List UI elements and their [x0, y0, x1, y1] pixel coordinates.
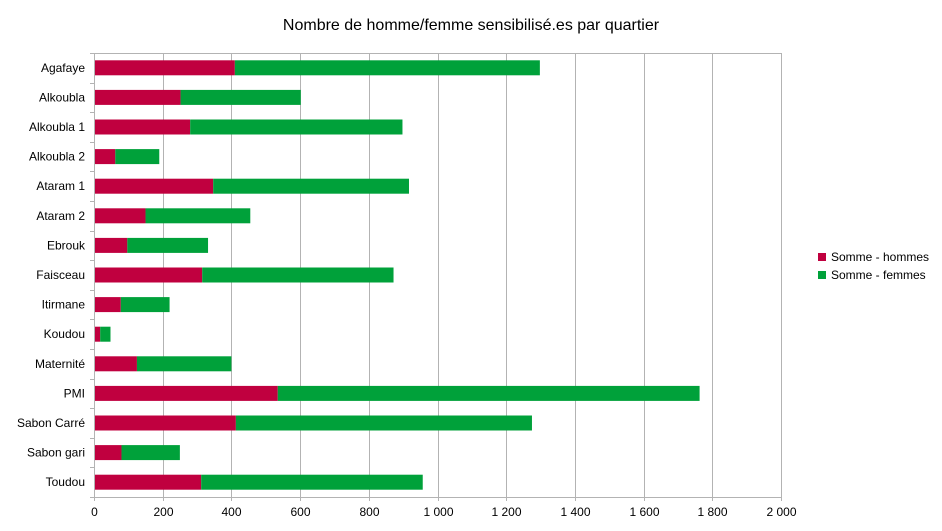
legend: Somme - hommes Somme - femmes — [818, 248, 929, 284]
bar-femmes — [234, 60, 540, 76]
bar-femmes — [121, 445, 180, 461]
x-tick-label: 400 — [221, 505, 241, 519]
bar-femmes — [180, 89, 301, 105]
x-tick-label: 1 800 — [697, 505, 727, 519]
bars — [94, 60, 700, 490]
bar-femmes — [145, 208, 251, 224]
bar-femmes — [190, 119, 403, 135]
bar-hommes — [94, 474, 202, 490]
bar-femmes — [201, 474, 423, 490]
y-category-label: Toudou — [46, 475, 85, 489]
legend-item-hommes: Somme - hommes — [818, 248, 929, 266]
y-category-label: Ebrouk — [47, 238, 86, 252]
y-category-label: Agafaye — [41, 61, 85, 75]
x-tick-label: 2 000 — [766, 505, 796, 519]
y-category-label: Ataram 2 — [36, 209, 85, 223]
y-category-label: Maternité — [35, 357, 85, 371]
legend-label-hommes: Somme - hommes — [831, 250, 930, 264]
bar-hommes — [94, 445, 122, 461]
chart-title: Nombre de homme/femme sensibilisé.es par… — [282, 17, 660, 34]
y-category-label: Sabon gari — [27, 446, 85, 460]
y-category-label: Sabon Carré — [17, 416, 85, 430]
y-category-label: Koudou — [44, 327, 85, 341]
y-category-label: Alkoubla 1 — [29, 120, 85, 134]
legend-label-femmes: Somme - femmes — [831, 268, 926, 282]
legend-item-femmes: Somme - femmes — [818, 266, 929, 284]
bar-femmes — [213, 178, 409, 194]
y-category-label: Alkoubla — [39, 90, 85, 104]
bar-hommes — [94, 208, 146, 224]
bar-femmes — [100, 326, 111, 342]
bar-hommes — [94, 178, 214, 194]
bar-hommes — [94, 385, 278, 401]
legend-swatch-hommes — [818, 253, 826, 261]
bar-hommes — [94, 326, 101, 342]
bar-femmes — [120, 297, 170, 313]
x-tick-label: 200 — [153, 505, 173, 519]
bar-hommes — [94, 356, 137, 372]
x-tick-label: 800 — [359, 505, 379, 519]
x-tick-label: 0 — [91, 505, 98, 519]
bar-femmes — [277, 385, 700, 401]
x-tick-label: 1 200 — [491, 505, 521, 519]
x-tick-label: 1 600 — [629, 505, 659, 519]
x-tick-label: 600 — [290, 505, 310, 519]
y-category-label: Faisceau — [36, 268, 85, 282]
bar-hommes — [94, 89, 181, 105]
bar-hommes — [94, 60, 235, 76]
x-tick-label: 1 400 — [560, 505, 590, 519]
bar-hommes — [94, 149, 116, 165]
bar-femmes — [115, 149, 160, 165]
y-category-label: PMI — [64, 386, 85, 400]
bar-femmes — [235, 415, 532, 431]
bar-femmes — [136, 356, 232, 372]
y-category-label: Ataram 1 — [36, 179, 85, 193]
axes: 0 200 400 600 800 1 000 1 200 1 400 1 600 1 800 2 … — [17, 53, 797, 519]
bar-hommes — [94, 237, 128, 253]
bar-hommes — [94, 297, 121, 313]
y-category-label: Itirmane — [42, 298, 86, 312]
bar-hommes — [94, 415, 236, 431]
bar-femmes — [127, 237, 209, 253]
bar-hommes — [94, 119, 191, 135]
y-category-label: Alkoubla 2 — [29, 150, 85, 164]
bar-femmes — [202, 267, 394, 283]
bar-hommes — [94, 267, 203, 283]
legend-swatch-femmes — [818, 271, 826, 279]
x-tick-label: 1 000 — [423, 505, 453, 519]
